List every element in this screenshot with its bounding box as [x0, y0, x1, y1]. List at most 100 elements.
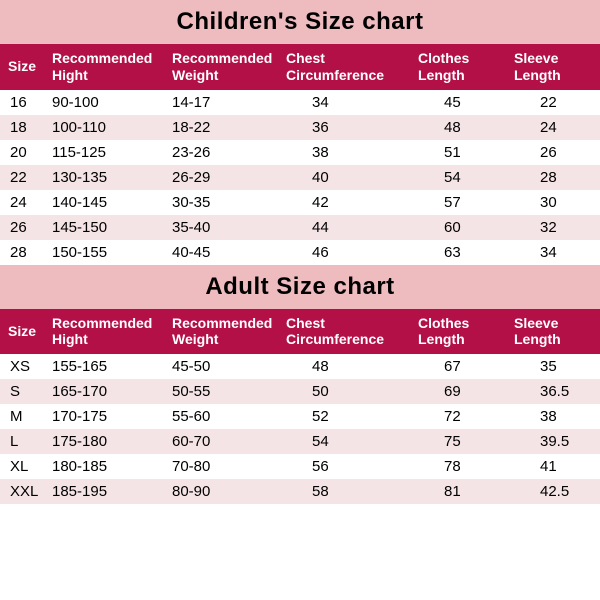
table-row: M170-17555-60527238	[0, 404, 600, 429]
table-row: XS155-16545-50486735	[0, 354, 600, 379]
cell-height: 115-125	[48, 140, 168, 165]
cell-height: 165-170	[48, 379, 168, 404]
cell-chest: 52	[282, 404, 414, 429]
adult-table: Size Recommended Hight Recommended Weigh…	[0, 309, 600, 505]
col-chest: Chest Circumference	[282, 44, 414, 90]
children-header-row: Size Recommended Hight Recommended Weigh…	[0, 44, 600, 90]
cell-chest: 42	[282, 190, 414, 215]
cell-clothes: 81	[414, 479, 510, 504]
cell-chest: 58	[282, 479, 414, 504]
cell-weight: 45-50	[168, 354, 282, 379]
table-row: XL180-18570-80567841	[0, 454, 600, 479]
cell-size: 24	[0, 190, 48, 215]
col-size: Size	[0, 309, 48, 355]
table-row: 18100-11018-22364824	[0, 115, 600, 140]
cell-size: S	[0, 379, 48, 404]
cell-size: L	[0, 429, 48, 454]
cell-weight: 55-60	[168, 404, 282, 429]
table-row: 28150-15540-45466334	[0, 240, 600, 265]
cell-chest: 36	[282, 115, 414, 140]
col-height: Recommended Hight	[48, 309, 168, 355]
cell-chest: 54	[282, 429, 414, 454]
table-row: 1690-10014-17344522	[0, 90, 600, 115]
cell-clothes: 57	[414, 190, 510, 215]
cell-weight: 40-45	[168, 240, 282, 265]
cell-chest: 50	[282, 379, 414, 404]
cell-height: 150-155	[48, 240, 168, 265]
col-chest: Chest Circumference	[282, 309, 414, 355]
cell-sleeve: 22	[510, 90, 600, 115]
col-clothes: Clothes Length	[414, 44, 510, 90]
cell-weight: 50-55	[168, 379, 282, 404]
cell-sleeve: 32	[510, 215, 600, 240]
cell-chest: 34	[282, 90, 414, 115]
table-row: 26145-15035-40446032	[0, 215, 600, 240]
cell-sleeve: 41	[510, 454, 600, 479]
cell-clothes: 45	[414, 90, 510, 115]
cell-size: XXL	[0, 479, 48, 504]
cell-chest: 46	[282, 240, 414, 265]
cell-height: 175-180	[48, 429, 168, 454]
cell-size: 20	[0, 140, 48, 165]
cell-size: 26	[0, 215, 48, 240]
cell-chest: 38	[282, 140, 414, 165]
cell-size: 22	[0, 165, 48, 190]
cell-size: 28	[0, 240, 48, 265]
table-row: XXL185-19580-90588142.5	[0, 479, 600, 504]
cell-sleeve: 39.5	[510, 429, 600, 454]
cell-weight: 30-35	[168, 190, 282, 215]
table-row: L175-18060-70547539.5	[0, 429, 600, 454]
cell-size: 16	[0, 90, 48, 115]
cell-chest: 48	[282, 354, 414, 379]
cell-height: 100-110	[48, 115, 168, 140]
cell-height: 170-175	[48, 404, 168, 429]
col-size: Size	[0, 44, 48, 90]
cell-height: 155-165	[48, 354, 168, 379]
cell-sleeve: 28	[510, 165, 600, 190]
cell-weight: 26-29	[168, 165, 282, 190]
col-weight: Recommended Weight	[168, 44, 282, 90]
cell-height: 145-150	[48, 215, 168, 240]
cell-chest: 40	[282, 165, 414, 190]
cell-weight: 35-40	[168, 215, 282, 240]
cell-weight: 14-17	[168, 90, 282, 115]
cell-clothes: 69	[414, 379, 510, 404]
cell-height: 130-135	[48, 165, 168, 190]
cell-sleeve: 34	[510, 240, 600, 265]
cell-size: XS	[0, 354, 48, 379]
cell-height: 90-100	[48, 90, 168, 115]
table-row: 22130-13526-29405428	[0, 165, 600, 190]
cell-height: 185-195	[48, 479, 168, 504]
cell-sleeve: 26	[510, 140, 600, 165]
cell-weight: 80-90	[168, 479, 282, 504]
cell-weight: 60-70	[168, 429, 282, 454]
cell-height: 180-185	[48, 454, 168, 479]
table-row: 20115-12523-26385126	[0, 140, 600, 165]
cell-chest: 44	[282, 215, 414, 240]
table-row: S165-17050-55506936.5	[0, 379, 600, 404]
cell-sleeve: 24	[510, 115, 600, 140]
cell-sleeve: 36.5	[510, 379, 600, 404]
col-height: Recommended Hight	[48, 44, 168, 90]
cell-clothes: 51	[414, 140, 510, 165]
col-clothes: Clothes Length	[414, 309, 510, 355]
col-sleeve: Sleeve Length	[510, 44, 600, 90]
cell-sleeve: 42.5	[510, 479, 600, 504]
cell-sleeve: 30	[510, 190, 600, 215]
cell-height: 140-145	[48, 190, 168, 215]
cell-weight: 70-80	[168, 454, 282, 479]
adult-title: Adult Size chart	[0, 265, 600, 309]
cell-size: XL	[0, 454, 48, 479]
cell-sleeve: 38	[510, 404, 600, 429]
adult-header-row: Size Recommended Hight Recommended Weigh…	[0, 309, 600, 355]
cell-clothes: 78	[414, 454, 510, 479]
cell-clothes: 75	[414, 429, 510, 454]
children-title: Children's Size chart	[0, 0, 600, 44]
cell-sleeve: 35	[510, 354, 600, 379]
children-table: Size Recommended Hight Recommended Weigh…	[0, 44, 600, 265]
cell-clothes: 54	[414, 165, 510, 190]
cell-weight: 18-22	[168, 115, 282, 140]
col-weight: Recommended Weight	[168, 309, 282, 355]
cell-weight: 23-26	[168, 140, 282, 165]
cell-size: 18	[0, 115, 48, 140]
